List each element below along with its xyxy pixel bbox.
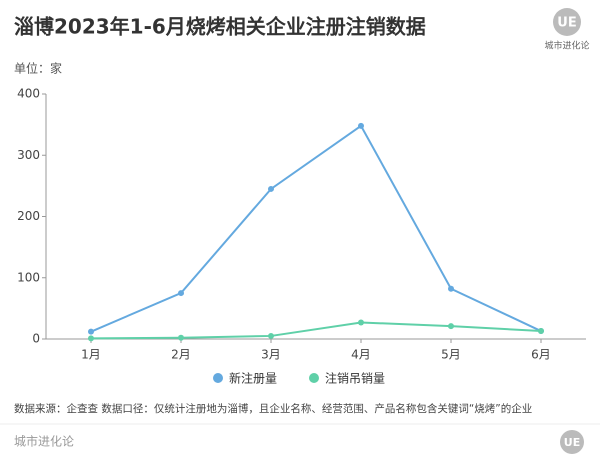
source: 数据来源：企查查 数据口径：仅统计注册地为淄博，且企业名称、经营范围、产品名称包… bbox=[14, 402, 532, 415]
data-point bbox=[538, 328, 544, 335]
y-tick-label: 300 bbox=[17, 148, 40, 162]
data-point bbox=[268, 332, 274, 339]
x-tick-label: 3月 bbox=[261, 348, 281, 362]
logo-text: UE bbox=[557, 16, 576, 31]
x-tick-label: 4月 bbox=[351, 348, 371, 362]
footer-logo-badge bbox=[560, 430, 584, 454]
legend-label: 注销吊销量 bbox=[325, 371, 385, 386]
data-point bbox=[448, 285, 454, 292]
logo-caption: 城市进化论 bbox=[544, 40, 589, 52]
x-tick-label: 2月 bbox=[171, 348, 191, 362]
footer-brand: 城市进化论 bbox=[14, 434, 74, 449]
series-line bbox=[90, 124, 542, 333]
x-tick-label: 6月 bbox=[531, 348, 551, 362]
data-point bbox=[178, 290, 184, 297]
series-line bbox=[90, 321, 542, 340]
data-point bbox=[448, 323, 454, 330]
x-tick-label: 5月 bbox=[441, 348, 461, 362]
data-point bbox=[358, 122, 364, 129]
data-point bbox=[88, 335, 94, 342]
y-tick-label: 400 bbox=[17, 87, 40, 101]
data-point bbox=[268, 185, 274, 192]
logo-badge bbox=[553, 8, 581, 36]
y-tick-label: 200 bbox=[17, 209, 40, 223]
legend-marker bbox=[213, 373, 223, 383]
y-tick-label: 0 bbox=[32, 332, 40, 346]
footer-logo: UE bbox=[564, 436, 580, 449]
data-point bbox=[358, 319, 364, 326]
legend-marker bbox=[309, 373, 319, 383]
legend-label: 新注册量 bbox=[229, 371, 277, 386]
data-point bbox=[88, 328, 94, 335]
data-point bbox=[178, 334, 184, 341]
chart-title: 淄博2023年1-6月烧烤相关企业注册注销数据 bbox=[14, 15, 426, 39]
y-tick-label: 100 bbox=[17, 270, 40, 284]
x-tick-label: 1月 bbox=[81, 348, 101, 362]
y-unit: 单位：家 bbox=[14, 61, 62, 76]
